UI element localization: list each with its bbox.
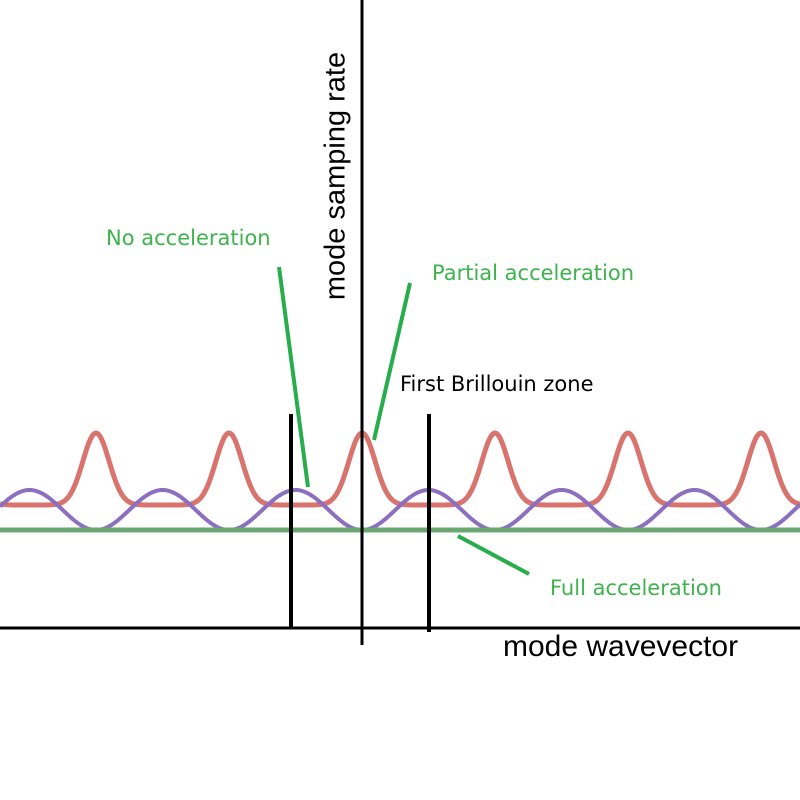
x-axis-label: mode wavevector <box>503 630 739 663</box>
no-acceleration-pointer <box>277 266 310 488</box>
full-acceleration-label: Full acceleration <box>550 576 722 600</box>
no-acceleration-label: No acceleration <box>106 226 271 250</box>
partial-acceleration-curve <box>0 488 800 532</box>
brillouin-zone-label: First Brillouin zone <box>400 372 594 396</box>
partial-acceleration-label: Partial acceleration <box>432 261 635 285</box>
partial-acceleration-pointer <box>372 282 412 441</box>
y-axis-label: mode samping rate <box>319 51 352 301</box>
full-acceleration-pointer <box>457 534 530 576</box>
